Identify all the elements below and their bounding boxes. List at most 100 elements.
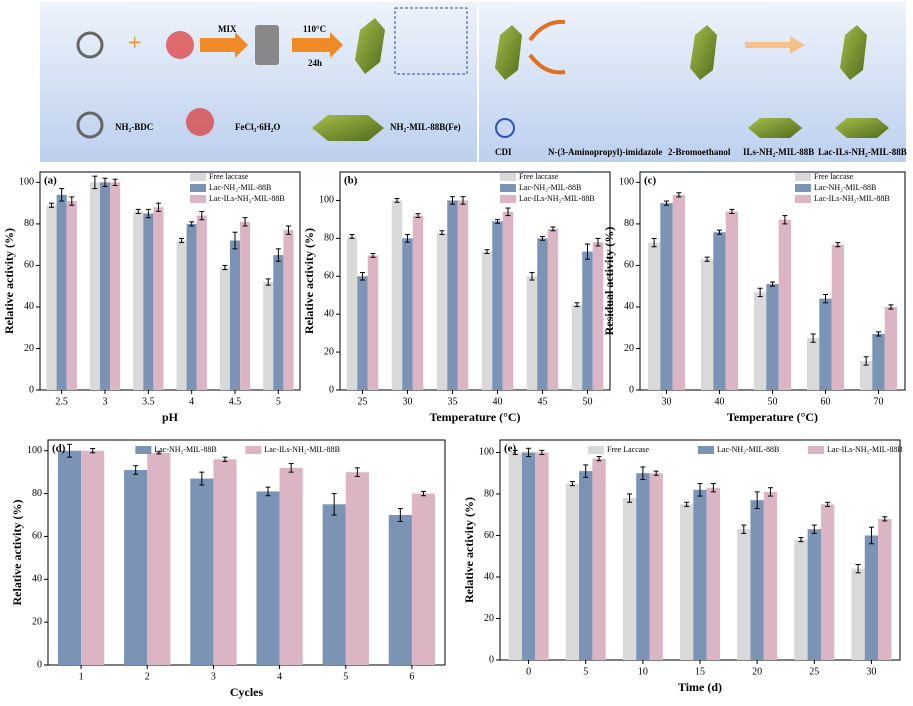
bar [680,504,694,660]
x-tick-label: 3.5 [142,396,155,407]
bar [521,452,536,660]
crystal-icon [312,115,384,141]
legend-label: Lac-NH₂-MIL-88B [209,183,271,192]
crystal-icon [355,18,385,74]
bar [565,483,580,660]
legend-label: Free laccase [209,172,249,181]
bar [819,298,832,390]
x-tick-label: 4 [189,396,194,407]
y-tick-label: 20 [624,343,634,354]
molecule-icon [166,31,194,59]
plot-frame [47,439,446,666]
bar [124,470,148,665]
legend-label: Lac-NH₂-MIL-88B [519,183,581,192]
bar [186,223,197,390]
y-tick-label: 20 [24,343,34,354]
y-tick-label: 80 [324,233,334,244]
x-tick-label: 5 [583,666,588,677]
x-axis-title: Temperature (°C) [429,410,520,424]
y-tick-label: 40 [24,301,34,312]
legend-swatch [190,184,206,192]
bar [649,473,663,660]
scheme-text: 2-Bromoethanol [668,147,731,157]
bar [693,489,707,660]
crystal-icon [840,25,867,80]
bar [547,228,559,390]
y-tick-label: 0 [29,384,34,395]
bar [713,232,726,390]
bar [402,238,413,390]
y-tick-label: 100 [19,177,34,188]
scheme: + MIX 110°C 24h NH₂-BDC FeCl₃·6H₂O NH₂-M… [40,2,907,162]
legend-label: Lac-ILs-NH₂-MIL-88B [827,445,903,454]
bar [56,194,67,390]
bar [636,473,650,660]
bar [820,504,835,660]
bar [256,491,280,665]
scheme-text: MIX [218,24,237,34]
plot-frame [39,171,301,391]
bar [176,240,187,390]
bar [766,284,779,390]
bar [492,221,503,390]
y-axis-title: Residual activity (%) [602,227,616,336]
y-tick-label: 60 [484,530,494,541]
bar [884,306,898,390]
legend-label: Free laccase [519,172,559,181]
y-tick-label: 80 [24,218,34,229]
bar [110,182,121,390]
bar [725,211,739,390]
y-tick-label: 0 [489,654,494,665]
legend-label: Lac-NH₂-MIL-88B [814,183,876,192]
bar [763,491,778,660]
plot-frame [339,171,611,391]
bar [143,213,154,390]
bar [851,568,865,660]
bar [219,267,230,390]
x-tick-label: 30 [403,396,413,407]
legend-label: Lac-ILs-NH₂-MIL-88B [519,194,595,203]
y-tick-label: 60 [24,260,34,271]
bar [133,211,144,390]
bar [481,251,493,390]
panel-label: (e) [504,443,517,455]
bar [526,276,538,390]
crystal-icon [690,25,717,80]
legend-swatch [500,173,516,181]
bar [153,207,164,390]
legend-label: Free laccase [814,172,854,181]
crystal-icon [748,118,802,138]
y-tick-label: 80 [624,218,634,229]
y-tick-label: 60 [324,271,334,282]
legend-label: Lac-ILs-NH₂-MIL-88B [209,194,285,203]
scheme-text: 110°C [303,24,326,34]
arrow [528,53,566,75]
y-tick-label: 80 [32,488,42,499]
y-tick-label: 0 [329,384,334,395]
bar [794,539,808,660]
x-tick-label: 2.5 [55,396,68,407]
bar [457,200,469,390]
bar [357,276,368,390]
legend-swatch [500,184,516,192]
panel-label: (b) [344,175,358,187]
y-tick-label: 80 [484,488,494,499]
crystal-icon [835,118,889,138]
bar [872,333,885,390]
bar [737,529,751,660]
bar [273,255,284,390]
scheme-text: N-(3-Aminopropyl)-imidazole [548,147,662,157]
autoclave-icon [255,25,279,65]
bar [579,471,593,660]
crystal-icon [495,25,522,80]
bar [750,500,764,660]
x-tick-label: 6 [409,671,414,682]
x-tick-label: 5 [343,671,348,682]
legend-label: Lac-ILs-NH₂-MIL-88B [814,194,890,203]
bar [447,200,458,390]
y-tick-label: 100 [479,447,494,458]
bar [592,242,604,390]
bar [81,450,105,665]
molecule-icon [76,31,104,59]
